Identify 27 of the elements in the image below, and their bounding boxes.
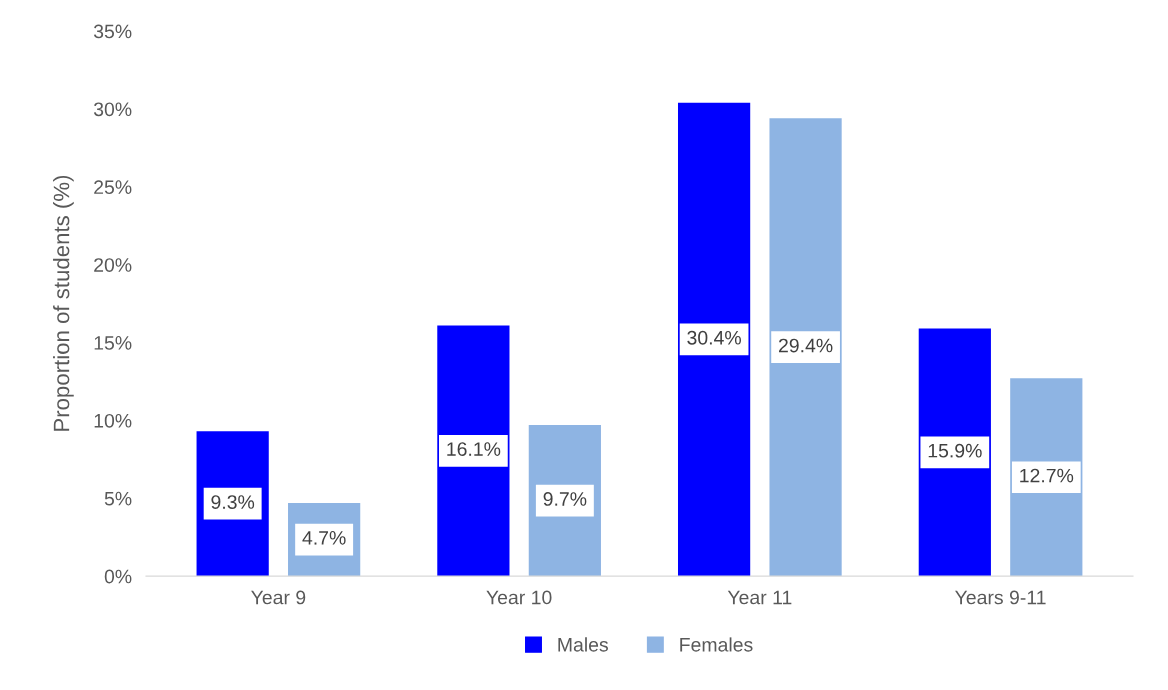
bar [437, 325, 510, 577]
bar [678, 102, 751, 577]
data-label: 30.4% [687, 330, 741, 345]
legend-label: Females [680, 637, 753, 652]
y-tick-label: 15% [94, 336, 132, 350]
y-tick-label: 5% [104, 491, 132, 506]
data-label: 16.1% [447, 442, 501, 456]
data-label: 29.4% [778, 338, 833, 353]
data-label: 4.7% [302, 531, 346, 545]
y-axis-title: Proportion of students (%) [53, 175, 74, 431]
data-label: 9.7% [543, 492, 587, 506]
y-tick-label: 10% [94, 413, 132, 428]
legend-label: Males [558, 637, 608, 652]
y-tick-label: 25% [94, 180, 132, 195]
x-tick-label: Year 11 [727, 590, 792, 605]
y-tick-label: 20% [94, 258, 132, 272]
data-label: 9.3% [211, 495, 255, 509]
data-label: 15.9% [928, 443, 982, 458]
x-tick-label: Year 9 [251, 590, 306, 605]
y-tick-label: 35% [93, 24, 132, 39]
y-tick-label: 0% [104, 569, 132, 584]
data-label: 12.7% [1020, 468, 1074, 483]
x-tick-label: Years 9-11 [955, 590, 1046, 605]
bar [918, 328, 991, 577]
y-tick-label: 30% [93, 102, 132, 117]
x-tick-label: Year 10 [486, 590, 552, 605]
bar [769, 118, 842, 577]
